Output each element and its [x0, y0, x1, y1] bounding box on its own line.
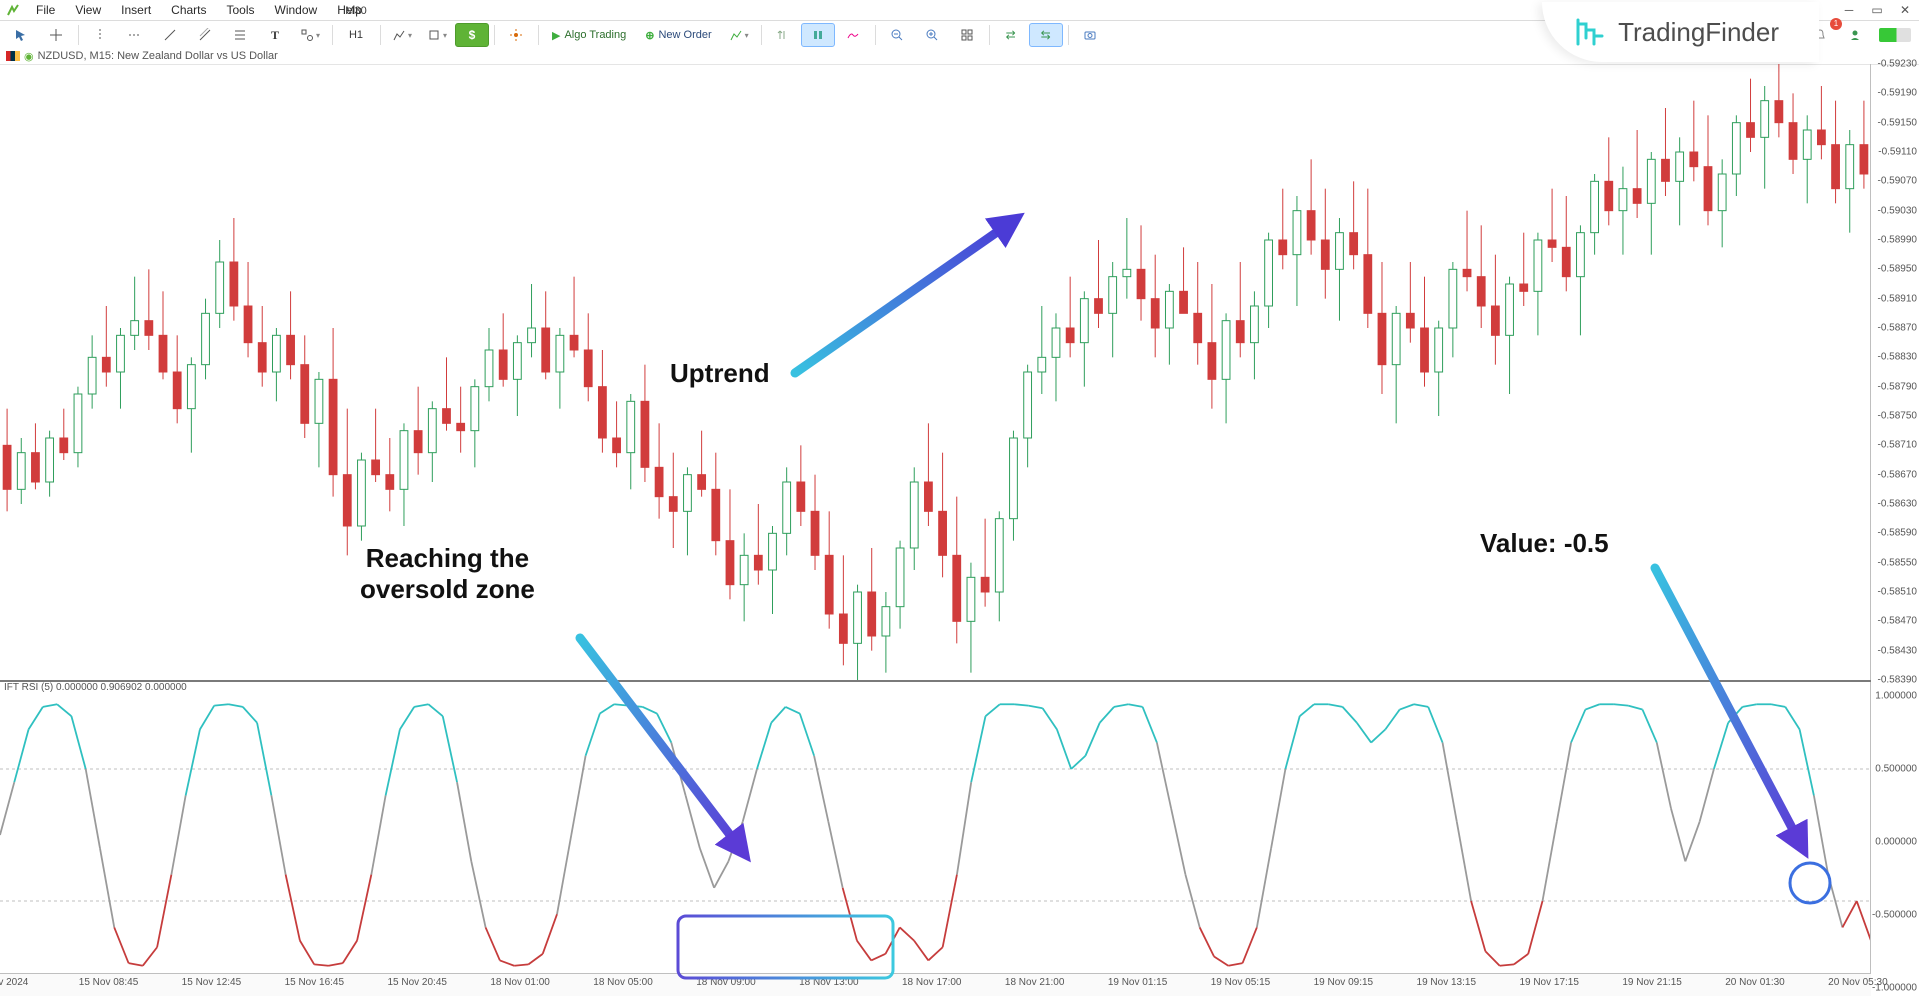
strategy-tester-button[interactable]: [499, 23, 533, 47]
crosshair-tool-button[interactable]: [39, 23, 73, 47]
chart-props-button[interactable]: ▾: [420, 23, 454, 47]
hline-tool-button[interactable]: [118, 23, 152, 47]
menu-view[interactable]: View: [65, 3, 111, 17]
new-order-button[interactable]: ⊕New Order: [636, 23, 720, 47]
brand-name: TradingFinder: [1618, 17, 1779, 48]
time-x-axis: 15 Nov 202415 Nov 08:4515 Nov 12:4515 No…: [0, 973, 1871, 996]
indicator-y-axis: 1.0000000.5000000.000000-0.500000-1.0000…: [1870, 682, 1919, 974]
order-label: New Order: [658, 29, 711, 41]
brand-watermark: TradingFinder: [1542, 2, 1819, 62]
one-click-button[interactable]: $: [455, 23, 489, 47]
notif-badge: 1: [1830, 18, 1842, 30]
objects-menu-button[interactable]: ▾: [293, 23, 327, 47]
symbol-label: NZDUSD, M15: New Zealand Dollar vs US Do…: [38, 50, 278, 62]
app-logo-icon: [6, 3, 20, 17]
menu-file[interactable]: File: [26, 3, 65, 17]
zoom-out-button[interactable]: [880, 23, 914, 47]
connection-status-icon[interactable]: [1879, 28, 1911, 42]
close-button[interactable]: ✕: [1891, 3, 1919, 17]
menu-charts[interactable]: Charts: [161, 3, 216, 17]
indicators-window-button[interactable]: [836, 23, 870, 47]
tile-windows-button[interactable]: [950, 23, 984, 47]
timeframe-h1-button[interactable]: H1: [337, 23, 375, 47]
maximize-button[interactable]: ▭: [1863, 3, 1891, 17]
minimize-button[interactable]: ─: [1835, 3, 1863, 17]
chart-window: ◉ NZDUSD, M15: New Zealand Dollar vs US …: [0, 48, 1919, 996]
brand-icon: [1572, 14, 1608, 50]
account-button[interactable]: [1838, 23, 1872, 47]
equidistant-tool-button[interactable]: [188, 23, 222, 47]
zoom-in-button[interactable]: [915, 23, 949, 47]
navigator-button[interactable]: ⇆: [1029, 23, 1063, 47]
market-watch-button[interactable]: ⇄: [994, 23, 1028, 47]
shift-chart-button[interactable]: [766, 23, 800, 47]
indicator-label: IFT RSI (5) 0.000000 0.906902 0.000000: [0, 682, 1871, 696]
depth-menu-button[interactable]: ▾: [722, 23, 756, 47]
menu-window[interactable]: Window: [265, 3, 328, 17]
algo-trading-button[interactable]: ▶Algo Trading: [543, 23, 635, 47]
indicator-panel[interactable]: IFT RSI (5) 0.000000 0.906902 0.000000: [0, 682, 1871, 974]
chart-type-button[interactable]: ▾: [385, 23, 419, 47]
fibo-tool-button[interactable]: [223, 23, 257, 47]
trendline-tool-button[interactable]: [153, 23, 187, 47]
auto-scroll-button[interactable]: [801, 23, 835, 47]
window-controls: ─ ▭ ✕: [1835, 3, 1919, 17]
timeframe-m30-button[interactable]: M30: [337, 0, 375, 23]
cursor-tool-button[interactable]: [4, 23, 38, 47]
menu-tools[interactable]: Tools: [217, 3, 265, 17]
menu-insert[interactable]: Insert: [111, 3, 161, 17]
algo-label: Algo Trading: [564, 29, 626, 41]
price-y-axis: -0.59230-0.59190-0.59150-0.59110-0.59070…: [1870, 64, 1919, 680]
chart-online-icon: ◉: [24, 50, 34, 63]
screenshot-button[interactable]: [1073, 23, 1107, 47]
symbol-flags-icon: [6, 51, 20, 61]
price-chart-panel[interactable]: [0, 64, 1871, 682]
vline-tool-button[interactable]: [83, 23, 117, 47]
text-tool-button[interactable]: T: [258, 23, 292, 47]
